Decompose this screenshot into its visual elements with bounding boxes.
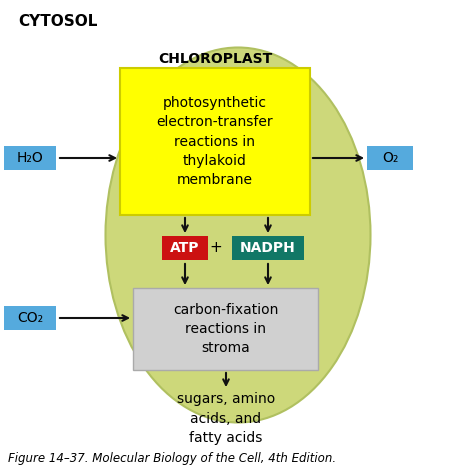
Text: O₂: O₂ <box>382 151 398 165</box>
FancyBboxPatch shape <box>232 236 304 260</box>
Text: carbon-fixation
reactions in
stroma: carbon-fixation reactions in stroma <box>173 303 278 356</box>
Text: CO₂: CO₂ <box>17 311 43 325</box>
Text: +: + <box>210 240 222 255</box>
Text: sugars, amino
acids, and
fatty acids: sugars, amino acids, and fatty acids <box>177 392 275 445</box>
Text: photosynthetic
electron-transfer
reactions in
thylakoid
membrane: photosynthetic electron-transfer reactio… <box>157 96 273 187</box>
FancyBboxPatch shape <box>162 236 208 260</box>
Text: ATP: ATP <box>170 241 200 255</box>
Text: H₂O: H₂O <box>17 151 44 165</box>
Text: NADPH: NADPH <box>240 241 296 255</box>
FancyBboxPatch shape <box>133 288 318 370</box>
Text: Figure 14–37. Molecular Biology of the Cell, 4th Edition.: Figure 14–37. Molecular Biology of the C… <box>8 452 336 465</box>
FancyBboxPatch shape <box>4 306 56 330</box>
FancyBboxPatch shape <box>367 146 413 170</box>
FancyBboxPatch shape <box>4 146 56 170</box>
Text: CHLOROPLAST: CHLOROPLAST <box>158 52 272 66</box>
Ellipse shape <box>106 47 370 422</box>
FancyBboxPatch shape <box>120 68 310 215</box>
Text: CYTOSOL: CYTOSOL <box>18 14 97 29</box>
